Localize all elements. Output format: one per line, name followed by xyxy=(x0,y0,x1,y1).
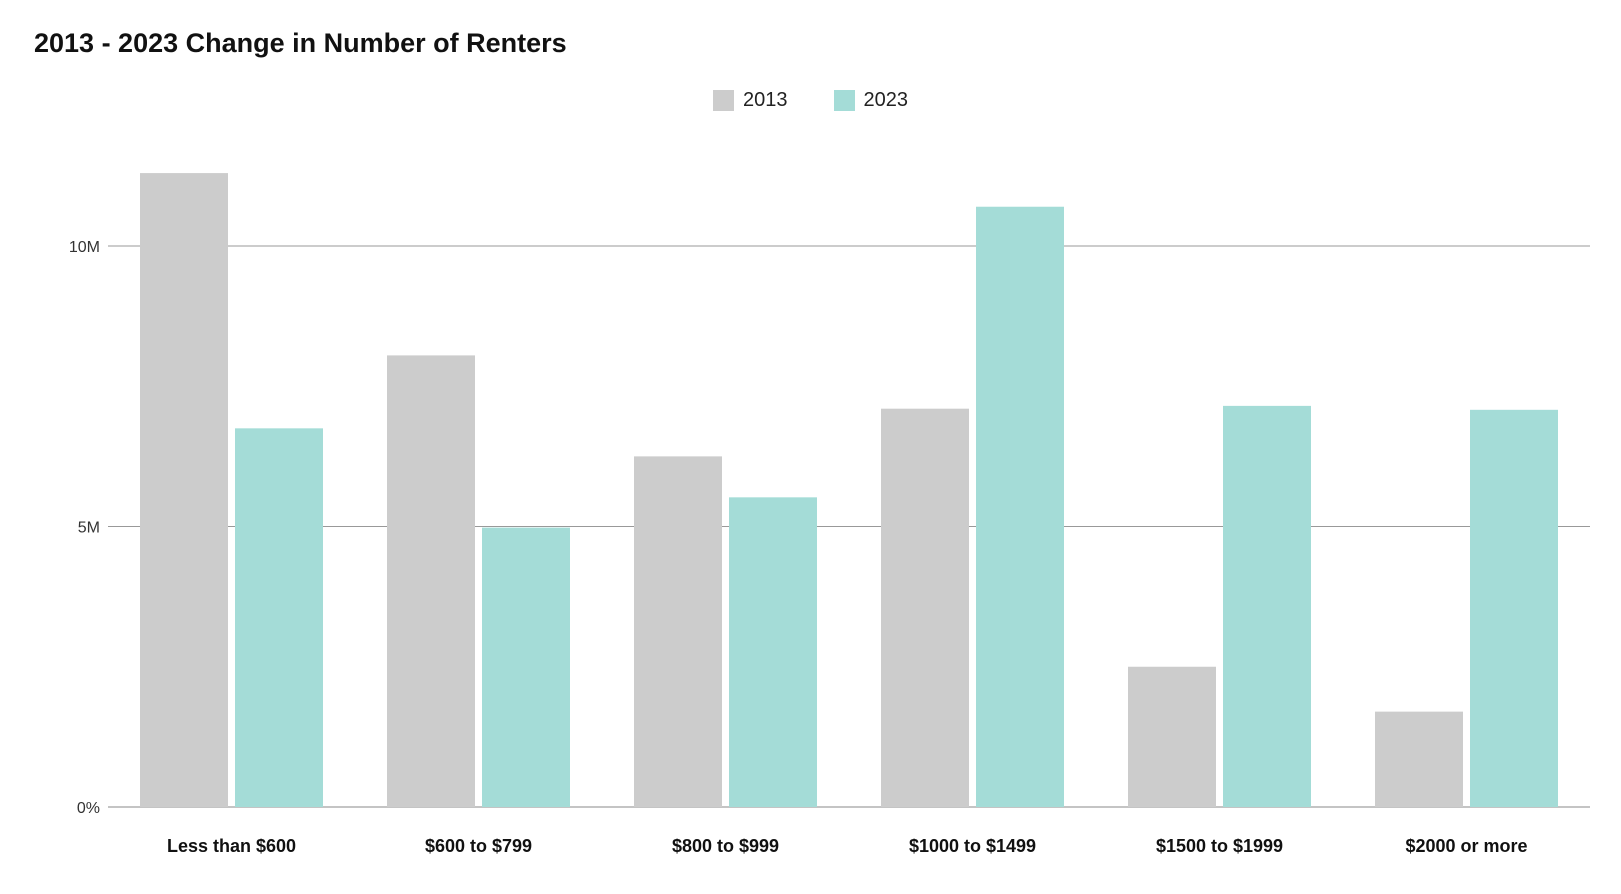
x-tick-label: $800 to $999 xyxy=(672,836,779,856)
legend: 2013 2023 xyxy=(0,89,1621,112)
legend-label-2013: 2013 xyxy=(743,89,788,111)
bar-2023 xyxy=(976,206,1064,808)
bar-2023 xyxy=(1470,409,1558,807)
bar-2013 xyxy=(1375,711,1463,807)
x-tick-label: $2000 or more xyxy=(1405,836,1527,856)
x-tick-label: $600 to $799 xyxy=(425,836,532,856)
legend-swatch-2013 xyxy=(713,90,734,111)
bar-2013 xyxy=(140,173,228,807)
bar-2023 xyxy=(482,527,570,807)
legend-item-2023: 2023 xyxy=(833,89,909,112)
legend-label-2023: 2023 xyxy=(863,89,909,111)
legend-item-2013: 2013 xyxy=(713,89,788,112)
bar-2013 xyxy=(387,355,475,807)
bar-2013 xyxy=(634,456,722,807)
y-tick-label: 5M xyxy=(78,520,100,537)
bar-2013 xyxy=(1128,666,1216,807)
y-tick-label: 0% xyxy=(77,800,100,817)
bar-2023 xyxy=(1223,405,1311,807)
x-tick-label: $1500 to $1999 xyxy=(1156,836,1283,856)
x-tick-label: $1000 to $1499 xyxy=(909,836,1036,856)
chart-title: 2013 - 2023 Change in Number of Renters xyxy=(34,28,567,58)
x-tick-label: Less than $600 xyxy=(167,836,296,856)
bar-2013 xyxy=(881,408,969,807)
legend-swatch-2023 xyxy=(833,90,855,111)
y-tick-label: 10M xyxy=(69,239,100,256)
bar-2023 xyxy=(235,428,323,807)
bar-2023 xyxy=(729,497,817,807)
